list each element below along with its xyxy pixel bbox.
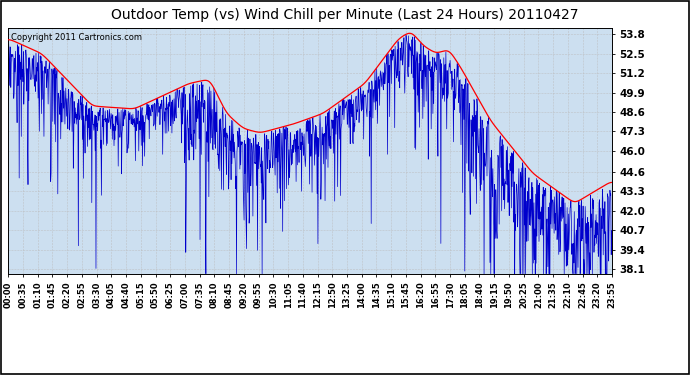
- Text: Outdoor Temp (vs) Wind Chill per Minute (Last 24 Hours) 20110427: Outdoor Temp (vs) Wind Chill per Minute …: [111, 8, 579, 22]
- Text: Copyright 2011 Cartronics.com: Copyright 2011 Cartronics.com: [11, 33, 142, 42]
